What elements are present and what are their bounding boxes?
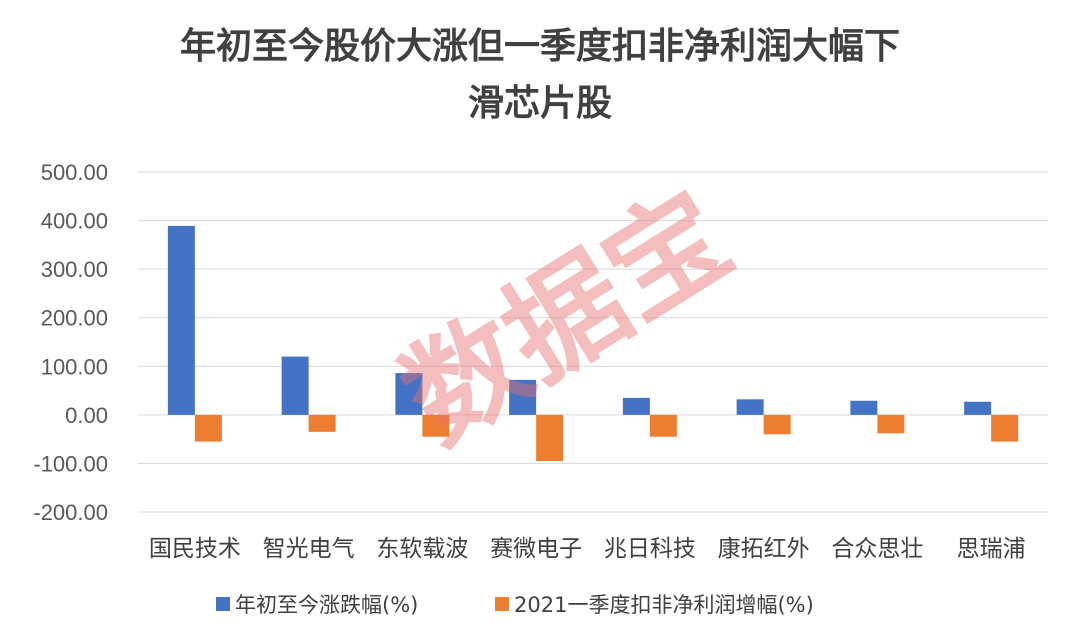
- bar-series-1-兆日科技: [622, 397, 650, 415]
- bar-series-2-国民技术: [194, 414, 222, 442]
- x-category-label: 智光电气: [263, 536, 355, 562]
- y-tick-label: 200.00: [41, 306, 108, 331]
- y-tick-label: -200.00: [33, 500, 108, 525]
- x-category-label: 康拓红外: [718, 536, 810, 562]
- bar-series-1-智光电气: [281, 356, 309, 415]
- y-tick-label: 500.00: [41, 160, 108, 185]
- x-category-label: 思瑞浦: [957, 536, 1026, 562]
- bar-series-2-康拓红外: [763, 414, 791, 435]
- legend-label-series-1: 年初至今涨跌幅(%): [235, 593, 418, 617]
- bar-series-1-国民技术: [167, 225, 195, 415]
- x-category-label: 赛微电子: [490, 536, 582, 562]
- y-tick-label: 400.00: [41, 209, 108, 234]
- legend-swatch-series-1: [216, 597, 230, 611]
- bars: [167, 225, 1019, 461]
- x-category-label: 兆日科技: [604, 536, 696, 562]
- x-category-label: 东软载波: [376, 536, 468, 562]
- x-axis: 国民技术 智光电气 东软载波 赛微电子 兆日科技 康拓红外 合众思壮 思瑞浦: [149, 536, 1026, 562]
- bar-series-2-合众思壮: [877, 414, 905, 434]
- bar-series-1-康拓红外: [736, 399, 764, 415]
- legend: 年初至今涨跌幅(%) 2021一季度扣非净利润增幅(%): [216, 593, 814, 617]
- y-axis: 500.00 400.00 300.00 200.00 100.00 0.00 -100.0…: [33, 160, 108, 525]
- bar-series-1-合众思壮: [850, 400, 878, 415]
- y-tick-label: 0.00: [65, 403, 108, 428]
- y-tick-label: -100.00: [33, 451, 108, 476]
- chart-title: 年初至今股价大涨但一季度扣非净利润大幅下 滑芯片股: [180, 26, 900, 124]
- bar-series-2-兆日科技: [649, 414, 677, 437]
- chart-title-line-2: 滑芯片股: [468, 83, 612, 124]
- y-tick-label: 100.00: [41, 354, 108, 379]
- y-tick-label: 300.00: [41, 257, 108, 282]
- bar-series-2-东软载波: [422, 414, 450, 437]
- x-category-label: 国民技术: [149, 536, 241, 562]
- legend-label-series-2: 2021一季度扣非净利润增幅(%): [514, 593, 814, 617]
- x-category-label: 合众思壮: [831, 536, 923, 562]
- bar-series-1-赛微电子: [509, 379, 537, 415]
- chart-title-line-1: 年初至今股价大涨但一季度扣非净利润大幅下: [180, 26, 900, 67]
- bar-series-1-东软载波: [395, 373, 423, 415]
- bar-series-2-思瑞浦: [991, 414, 1019, 442]
- bar-series-2-智光电气: [308, 414, 336, 432]
- bar-series-2-赛微电子: [536, 414, 564, 461]
- bar-series-1-思瑞浦: [964, 401, 992, 415]
- legend-swatch-series-2: [495, 597, 509, 611]
